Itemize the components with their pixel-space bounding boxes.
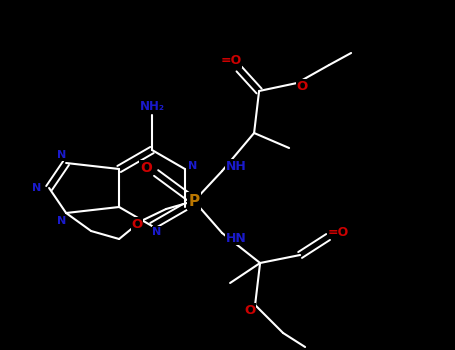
Text: NH: NH <box>226 160 247 173</box>
Text: N: N <box>32 183 42 193</box>
Text: NH₂: NH₂ <box>140 99 165 112</box>
Text: O: O <box>140 161 152 175</box>
Text: N: N <box>188 161 197 171</box>
Text: =O: =O <box>221 55 242 68</box>
Text: O: O <box>297 79 308 92</box>
Text: N: N <box>57 150 67 160</box>
Text: N: N <box>57 216 67 226</box>
Text: =O: =O <box>328 225 349 238</box>
Text: O: O <box>131 217 143 231</box>
Text: N: N <box>152 227 162 237</box>
Text: P: P <box>188 194 200 209</box>
Text: O: O <box>244 303 256 316</box>
Text: HN: HN <box>226 231 247 245</box>
